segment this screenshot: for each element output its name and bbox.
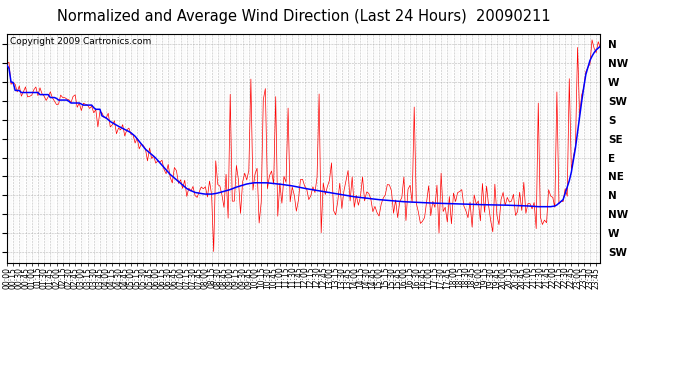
Text: Copyright 2009 Cartronics.com: Copyright 2009 Cartronics.com xyxy=(10,37,151,46)
Text: Normalized and Average Wind Direction (Last 24 Hours)  20090211: Normalized and Average Wind Direction (L… xyxy=(57,9,551,24)
